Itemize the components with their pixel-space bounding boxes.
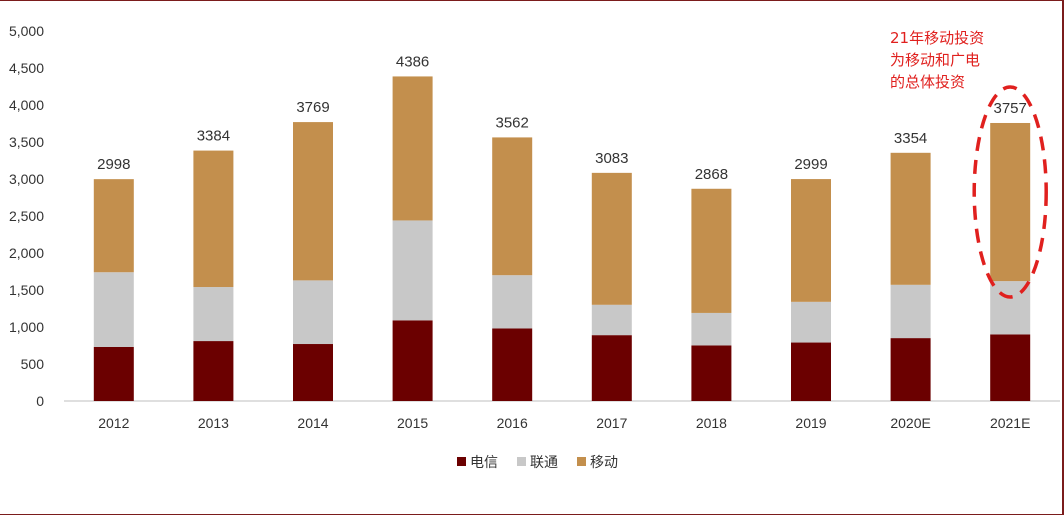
bar-segment [890, 152, 931, 285]
total-labels: 2998 3384 3769 4386 3562 3083 2868 2999 3354 3757 [97, 53, 1027, 182]
total-label: 3757 [994, 100, 1027, 117]
highlight-ellipse [972, 85, 1048, 299]
x-tick-label: 2020E [890, 415, 930, 431]
bar-segment [691, 188, 732, 313]
total-label: 3562 [496, 114, 529, 131]
bar-segment [293, 122, 333, 281]
bar-segment [890, 338, 931, 401]
x-tick-label: 2013 [198, 415, 229, 431]
x-tick-label: 2012 [98, 415, 129, 431]
legend-label: 电信 [470, 455, 498, 471]
bar-segment [93, 272, 134, 347]
bar-segment [990, 334, 1031, 401]
total-label: 2998 [97, 156, 130, 173]
bar-segment [193, 150, 234, 288]
bar-segment [591, 172, 632, 305]
y-tick-label: 2,500 [9, 208, 44, 224]
bar-segment [392, 220, 433, 321]
x-tick-label: 2015 [397, 415, 428, 431]
annotation-text: 21年移动投资 [890, 29, 984, 47]
annotation-text: 为移动和广电 [890, 51, 980, 69]
y-tick-label: 4,000 [9, 97, 44, 113]
y-axis-ticks: 0 500 1,000 1,500 2,000 2,500 3,000 3,500 4,000 4… [9, 23, 44, 409]
bar-segment [293, 280, 333, 345]
total-label: 3384 [197, 128, 230, 145]
bar-segment [93, 346, 134, 401]
x-tick-label: 2019 [795, 415, 826, 431]
bar-segment [591, 335, 632, 401]
total-label: 2999 [794, 156, 827, 173]
bar-segment [990, 122, 1031, 282]
y-tick-label: 3,500 [9, 134, 44, 150]
total-label: 4386 [396, 53, 429, 70]
total-label: 3354 [894, 130, 927, 147]
bar-segment [193, 287, 234, 342]
bar-segment [492, 275, 533, 329]
bar-segment [392, 320, 433, 401]
bar-segment [93, 179, 134, 273]
y-tick-label: 1,000 [9, 319, 44, 335]
bar-segment [193, 341, 234, 401]
y-tick-label: 0 [36, 393, 44, 409]
bar-segment [791, 301, 831, 343]
bar-segment [492, 137, 533, 276]
legend: 电信 联通 移动 [457, 455, 618, 471]
bar-segment [691, 345, 732, 401]
total-label: 3769 [296, 99, 329, 116]
total-label: 2868 [695, 166, 728, 183]
y-tick-label: 500 [21, 356, 45, 372]
bar-segment [392, 76, 433, 221]
legend-swatch [457, 457, 466, 466]
bar-segment [691, 312, 732, 346]
x-tick-label: 2017 [596, 415, 627, 431]
y-tick-label: 1,500 [9, 282, 44, 298]
legend-label: 联通 [530, 455, 558, 471]
bar-segment [591, 304, 632, 336]
bar-segment [890, 284, 931, 339]
bars [93, 76, 1031, 401]
legend-swatch [517, 457, 526, 466]
y-tick-label: 3,000 [9, 171, 44, 187]
x-tick-label: 2016 [497, 415, 528, 431]
x-tick-label: 2014 [297, 415, 328, 431]
y-tick-label: 4,500 [9, 60, 44, 76]
x-axis-ticks: 2012 2013 2014 2015 2016 2017 2018 2019 2020E 202… [98, 415, 1030, 431]
x-tick-label: 2021E [990, 415, 1030, 431]
legend-label: 移动 [590, 455, 618, 471]
bar-segment [492, 328, 533, 401]
y-tick-label: 5,000 [9, 23, 44, 39]
bar-segment [791, 179, 831, 302]
x-tick-label: 2018 [696, 415, 727, 431]
annotation-text: 的总体投资 [890, 73, 965, 91]
total-label: 3083 [595, 150, 628, 167]
legend-swatch [577, 457, 586, 466]
y-tick-label: 2,000 [9, 245, 44, 261]
bar-segment [293, 344, 333, 401]
bar-segment [791, 342, 831, 401]
